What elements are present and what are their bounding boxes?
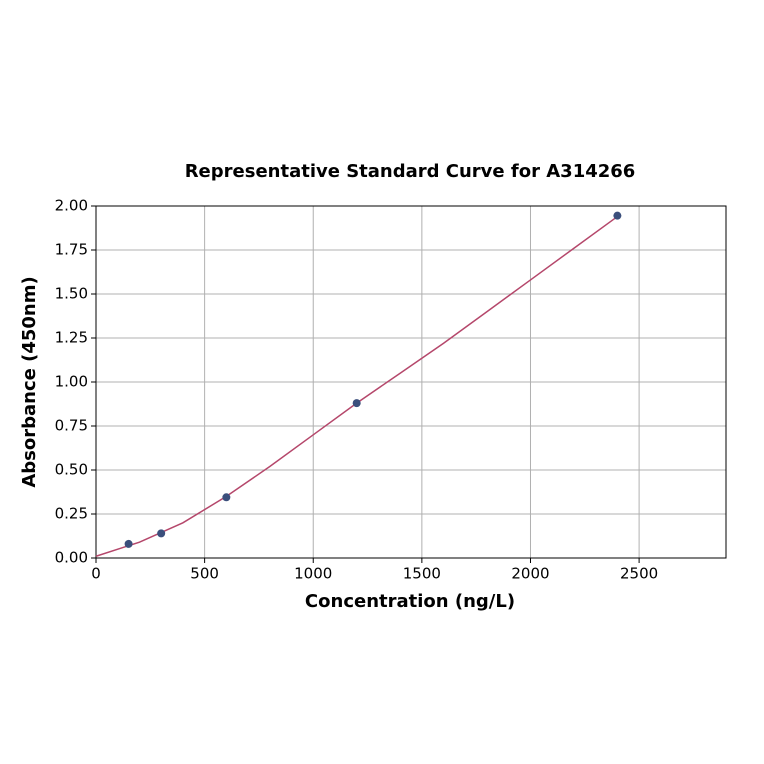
x-tick-label: 1500: [403, 565, 441, 583]
x-tick-label: 2500: [620, 565, 658, 583]
x-tick-label: 2000: [511, 565, 549, 583]
fit-curve: [95, 215, 618, 557]
y-tick-label: 2.00: [55, 197, 88, 215]
chart-title: Representative Standard Curve for A31426…: [185, 161, 636, 182]
x-tick-label: 500: [190, 565, 219, 583]
y-axis-label: Absorbance (450nm): [19, 276, 40, 487]
y-tick-label: 1.50: [55, 285, 88, 303]
y-tick-label: 1.25: [55, 329, 88, 347]
y-tick-label: 0.50: [55, 461, 88, 479]
y-tick-label: 0.25: [55, 505, 88, 523]
data-point: [222, 493, 231, 502]
data-point: [352, 399, 361, 408]
data-point: [613, 211, 622, 220]
y-tick-label: 0.75: [55, 417, 88, 435]
data-point: [124, 539, 133, 548]
x-tick-label: 1000: [294, 565, 332, 583]
x-axis-label: Concentration (ng/L): [305, 591, 515, 612]
plot-frame: [95, 205, 727, 559]
y-tick-label: 0.00: [55, 549, 88, 567]
y-tick-label: 1.75: [55, 241, 88, 259]
data-point: [157, 529, 166, 538]
y-tick-label: 1.00: [55, 373, 88, 391]
x-tick-label: 0: [91, 565, 101, 583]
